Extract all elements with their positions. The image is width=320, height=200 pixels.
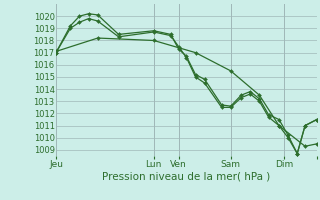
- X-axis label: Pression niveau de la mer( hPa ): Pression niveau de la mer( hPa ): [102, 172, 270, 182]
